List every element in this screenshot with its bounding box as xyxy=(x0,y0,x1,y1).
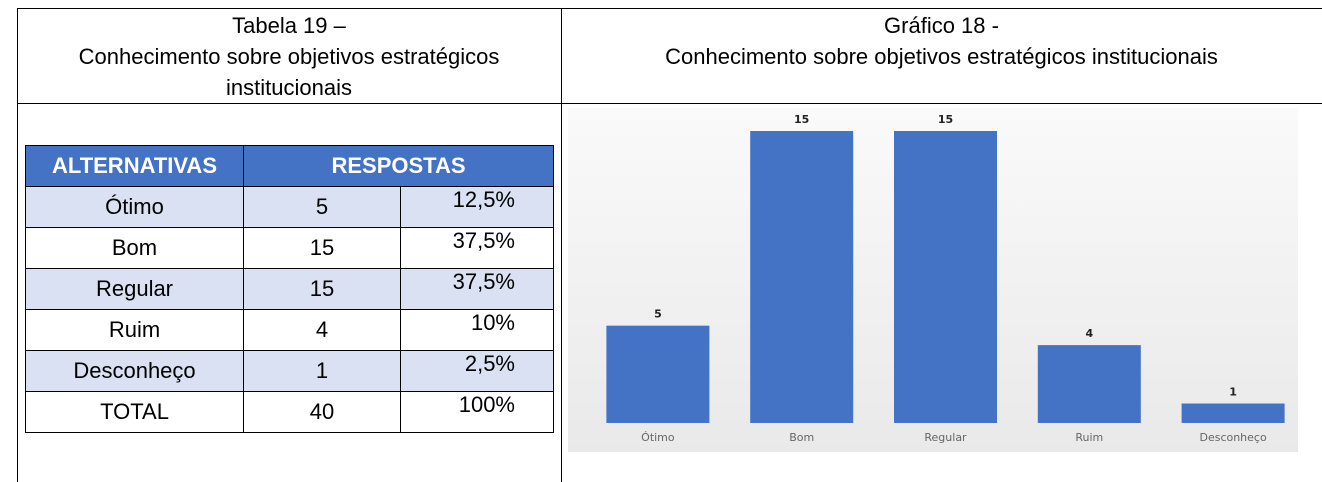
table-cell: 100% xyxy=(400,391,554,433)
table-cell: Desconheço xyxy=(25,350,244,392)
rule xyxy=(561,8,562,482)
bar xyxy=(1181,403,1285,423)
table-cell: 4 xyxy=(243,309,401,351)
table-cell: 1 xyxy=(243,350,401,392)
table-cell: 5 xyxy=(243,186,401,228)
table-cell: Ruim xyxy=(25,309,244,351)
table-cell: Bom xyxy=(25,227,244,269)
data-table: ALTERNATIVAS RESPOSTAS Ótimo 5 12,5% Bom 15 37… xyxy=(25,145,554,433)
chart-heading: Gráfico 18 - Conhecimento sobre objetivo… xyxy=(561,10,1322,72)
table-cell: 37,5% xyxy=(400,268,554,310)
data-label: 15 xyxy=(794,113,809,126)
x-tick-label: Ótimo xyxy=(641,431,675,444)
table-cell: 2,5% xyxy=(400,350,554,392)
bar xyxy=(894,131,997,423)
x-tick-label: Regular xyxy=(924,431,967,444)
table-row: Desconheço 1 2,5% xyxy=(25,350,554,392)
x-tick-label: Ruim xyxy=(1075,431,1103,444)
table-cell: TOTAL xyxy=(25,391,244,433)
heading-line: Tabela 19 – xyxy=(232,13,346,38)
rule xyxy=(17,8,18,482)
table-row: Bom 15 37,5% xyxy=(25,227,554,269)
bar xyxy=(750,131,854,423)
data-label: 5 xyxy=(654,308,662,321)
header-cell: ALTERNATIVAS xyxy=(25,145,244,187)
chart-title: Gráfico 18 - xyxy=(884,13,999,38)
rule xyxy=(17,8,1322,9)
x-tick-label: Bom xyxy=(789,431,814,444)
heading-line: institucionais xyxy=(226,75,352,100)
data-label: 4 xyxy=(1085,327,1093,340)
table-row: TOTAL 40 100% xyxy=(25,391,554,433)
table-row: Regular 15 37,5% xyxy=(25,268,554,310)
data-label: 15 xyxy=(938,113,953,126)
chart-title: Conhecimento sobre objetivos estratégico… xyxy=(665,44,1218,69)
heading-line: Conhecimento sobre objetivos estratégico… xyxy=(78,44,500,69)
x-tick-label: Desconheço xyxy=(1199,431,1267,444)
table-heading: Tabela 19 – Conhecimento sobre objetivos… xyxy=(17,10,561,103)
bar xyxy=(606,325,710,423)
data-label: 1 xyxy=(1229,386,1237,399)
table-cell: Regular xyxy=(25,268,244,310)
table-cell: 15 xyxy=(243,268,401,310)
rule xyxy=(17,103,1322,104)
bar xyxy=(1037,345,1141,423)
table-cell: 37,5% xyxy=(400,227,554,269)
